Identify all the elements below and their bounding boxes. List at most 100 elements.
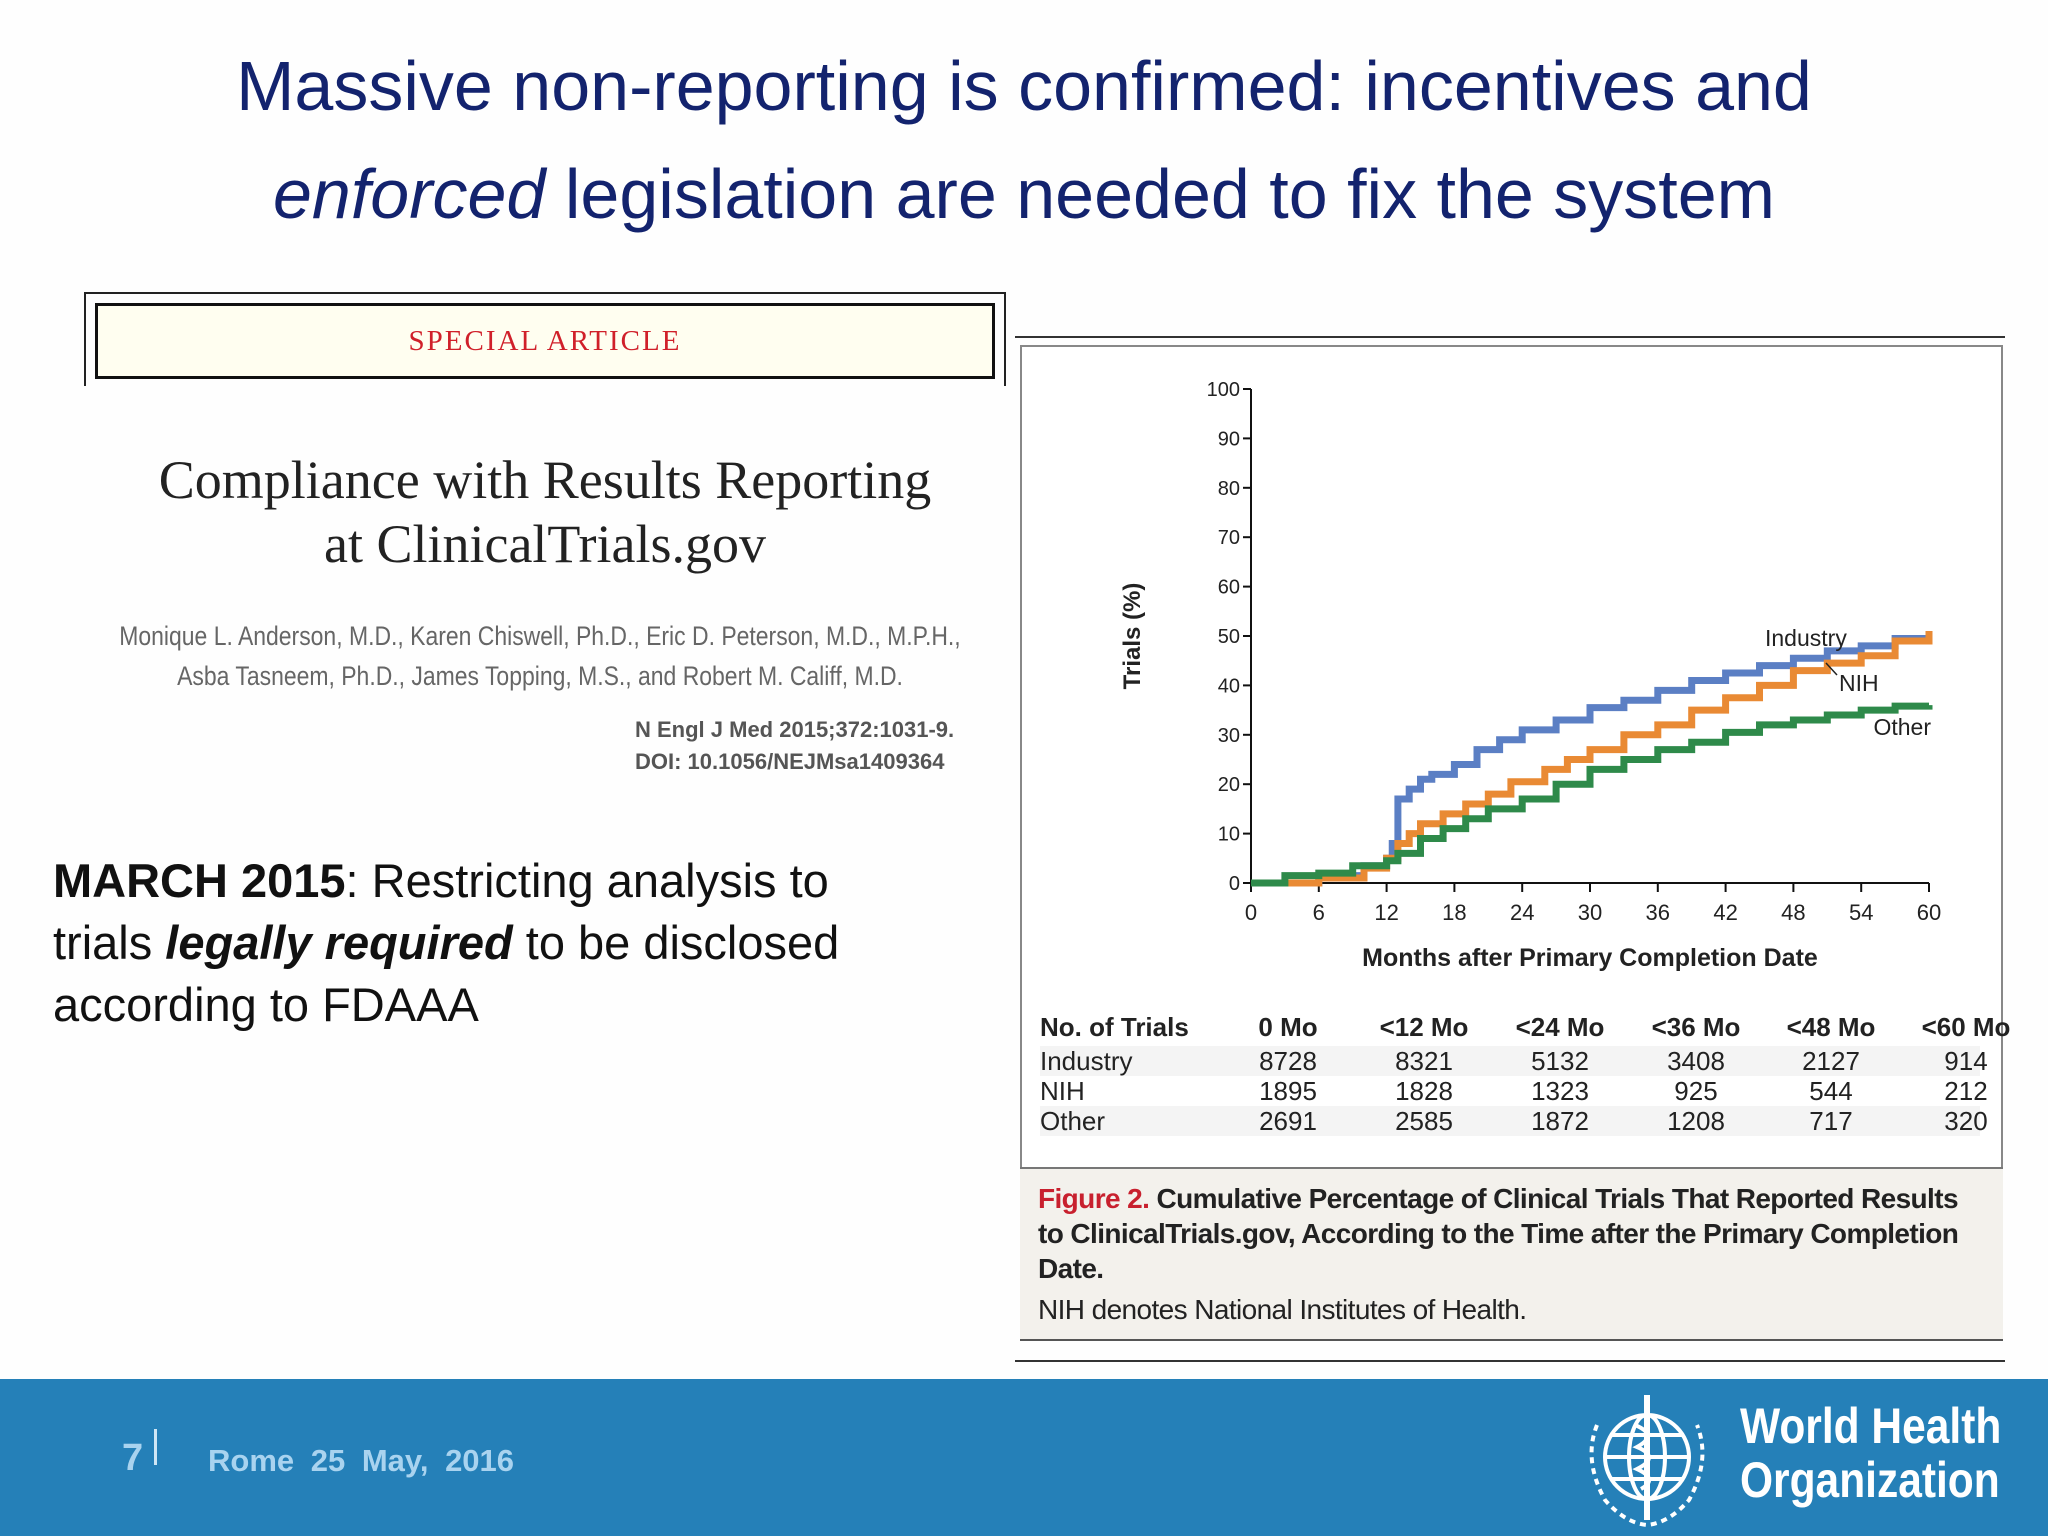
article-banner-frame [84,292,1006,386]
y-axis-label: Trials (%) [1119,583,1146,690]
who-emblem-icon [1589,1395,1705,1528]
series-label-other: Other [1873,714,1931,740]
caption-note: NIH denotes National Institutes of Healt… [1038,1294,1527,1325]
cumulative-reporting-chart: 0 10 20 30 40 50 60 70 80 90 100 0 6 12 18 24 30 36 42 48 54… [1119,379,1941,972]
y-tick-label: 90 [1218,428,1240,450]
note-emphasis: legally required [165,916,513,969]
x-tick-label: 6 [1313,900,1325,925]
nih-leader-line [1825,662,1838,676]
trials-table: No. of Trials 0 Mo <12 Mo <24 Mo <36 Mo <48 M… [1040,1012,2010,1136]
article-title: Compliance with Results Reporting at Cli… [90,448,1000,576]
series-line-other [1251,702,1933,887]
who-logo: World Health Organization [1575,1385,2035,1531]
who-logo-text: World Health Organization [1740,1399,2001,1507]
note-text-part1: : Restricting analysis to trials [53,854,829,969]
x-tick-label: 24 [1510,900,1534,925]
authors-line2: Asba Tasneem, Ph.D., James Topping, M.S.… [177,661,903,691]
y-tick-label: 0 [1229,873,1240,895]
table-cell: <60 Mo [1921,1012,2011,1042]
table-cell: 925 [1674,1076,1718,1106]
table-cell: 8321 [1395,1046,1453,1076]
y-tick-label: 70 [1218,527,1240,549]
series-label-nih: NIH [1839,670,1879,696]
page-divider [154,1429,157,1465]
slide-title-line1: Massive non-reporting is confirmed: ince… [236,47,1812,125]
table-cell: <36 Mo [1651,1012,1741,1042]
x-tick-label: 42 [1713,900,1737,925]
table-cell: 0 Mo [1258,1012,1318,1042]
page-number: 7 [122,1437,144,1479]
article-title-line1: Compliance with Results Reporting [158,450,932,510]
table-cell: 1895 [1259,1076,1317,1106]
x-tick-label: 54 [1849,900,1873,925]
who-logo-line2: Organization [1740,1452,2000,1508]
article-title-line2: at ClinicalTrials.gov [324,514,766,574]
caption-title: Cumulative Percentage of Clinical Trials… [1038,1183,1959,1284]
table-cell: 2127 [1802,1046,1860,1076]
slide-title-line2: enforced legislation are needed to fix t… [0,140,2048,248]
y-tick-label: 80 [1218,478,1240,500]
figure-bottom-rule [1015,1360,2005,1362]
x-tick-label: 18 [1442,900,1466,925]
table-cell: <24 Mo [1515,1012,1605,1042]
slide-title-emphasis: enforced [272,155,546,233]
series-line-industry [1251,634,1933,887]
note-text: MARCH 2015: Restricting analysis to tria… [53,850,933,1036]
table-cell: 8728 [1259,1046,1317,1076]
table-cell: 320 [1944,1106,1988,1136]
x-tick-label: 12 [1374,900,1398,925]
article-banner: SPECIAL ARTICLE [95,303,995,379]
table-cell: <12 Mo [1379,1012,1469,1042]
x-tick-label: 60 [1917,900,1941,925]
x-tick-label: 0 [1245,900,1257,925]
x-tick-label: 30 [1578,900,1602,925]
authors-line1: Monique L. Anderson, M.D., Karen Chiswel… [119,621,961,651]
slide-title-line2-rest: legislation are needed to fix the system [545,155,1775,233]
table-cell: 717 [1809,1106,1853,1136]
table-cell: 212 [1944,1076,1988,1106]
note-date: MARCH 2015 [53,854,346,907]
table-cell: <48 Mo [1786,1012,1876,1042]
slide-title: Massive non-reporting is confirmed: ince… [0,32,2048,248]
table-cell: 1208 [1667,1106,1725,1136]
article-authors: Monique L. Anderson, M.D., Karen Chiswel… [40,616,1040,696]
row-label: Other [1040,1106,1106,1136]
table-header: No. of Trials 0 Mo <12 Mo <24 Mo <36 Mo <48 M… [1040,1012,2010,1046]
y-tick-label: 10 [1218,824,1240,846]
citation-journal: N Engl J Med 2015;372:1031-9. [635,717,955,742]
series-label-industry: Industry [1765,625,1847,651]
citation-doi: DOI: 10.1056/NEJMsa1409364 [635,749,945,774]
y-tick-label: 60 [1218,577,1240,599]
series-line-nih [1251,631,1933,887]
y-tick-label: 30 [1218,725,1240,747]
table-row: NIH 1895 1828 1323 925 544 212 [1040,1076,1988,1106]
x-tick-label: 48 [1781,900,1805,925]
article-citation: N Engl J Med 2015;372:1031-9. DOI: 10.10… [635,714,954,778]
row-label: Industry [1040,1046,1133,1076]
y-tick-label: 40 [1218,675,1240,697]
table-cell: 3408 [1667,1046,1725,1076]
who-logo-line1: World Health [1740,1398,2002,1454]
table-cell: 1828 [1395,1076,1453,1106]
note-text-part2: to be disclosed according to FDAAA [53,916,840,1031]
table-cell: 544 [1809,1076,1853,1106]
row-label: NIH [1040,1076,1085,1106]
figure-caption: Figure 2. Cumulative Percentage of Clini… [1020,1167,2003,1341]
y-tick-label: 50 [1218,626,1240,648]
table-row: Industry 8728 8321 5132 3408 2127 914 [1040,1046,1988,1076]
table-row: Other 2691 2585 1872 1208 717 320 [1040,1106,1988,1136]
table-cell: 1323 [1531,1076,1589,1106]
table-cell: 5132 [1531,1046,1589,1076]
table-cell: 1872 [1531,1106,1589,1136]
y-tick-label: 20 [1218,774,1240,796]
row-label: No. of Trials [1040,1012,1189,1042]
y-tick-label: 100 [1207,379,1240,401]
table-cell: 2691 [1259,1106,1317,1136]
figure-top-rule [1015,336,2005,338]
table-cell: 914 [1944,1046,1988,1076]
footer-location-date: Rome 25 May, 2016 [208,1443,515,1478]
table-cell: 2585 [1395,1106,1453,1136]
caption-label: Figure 2. [1038,1183,1150,1214]
x-axis-label: Months after Primary Completion Date [1362,944,1818,972]
x-tick-label: 36 [1646,900,1670,925]
